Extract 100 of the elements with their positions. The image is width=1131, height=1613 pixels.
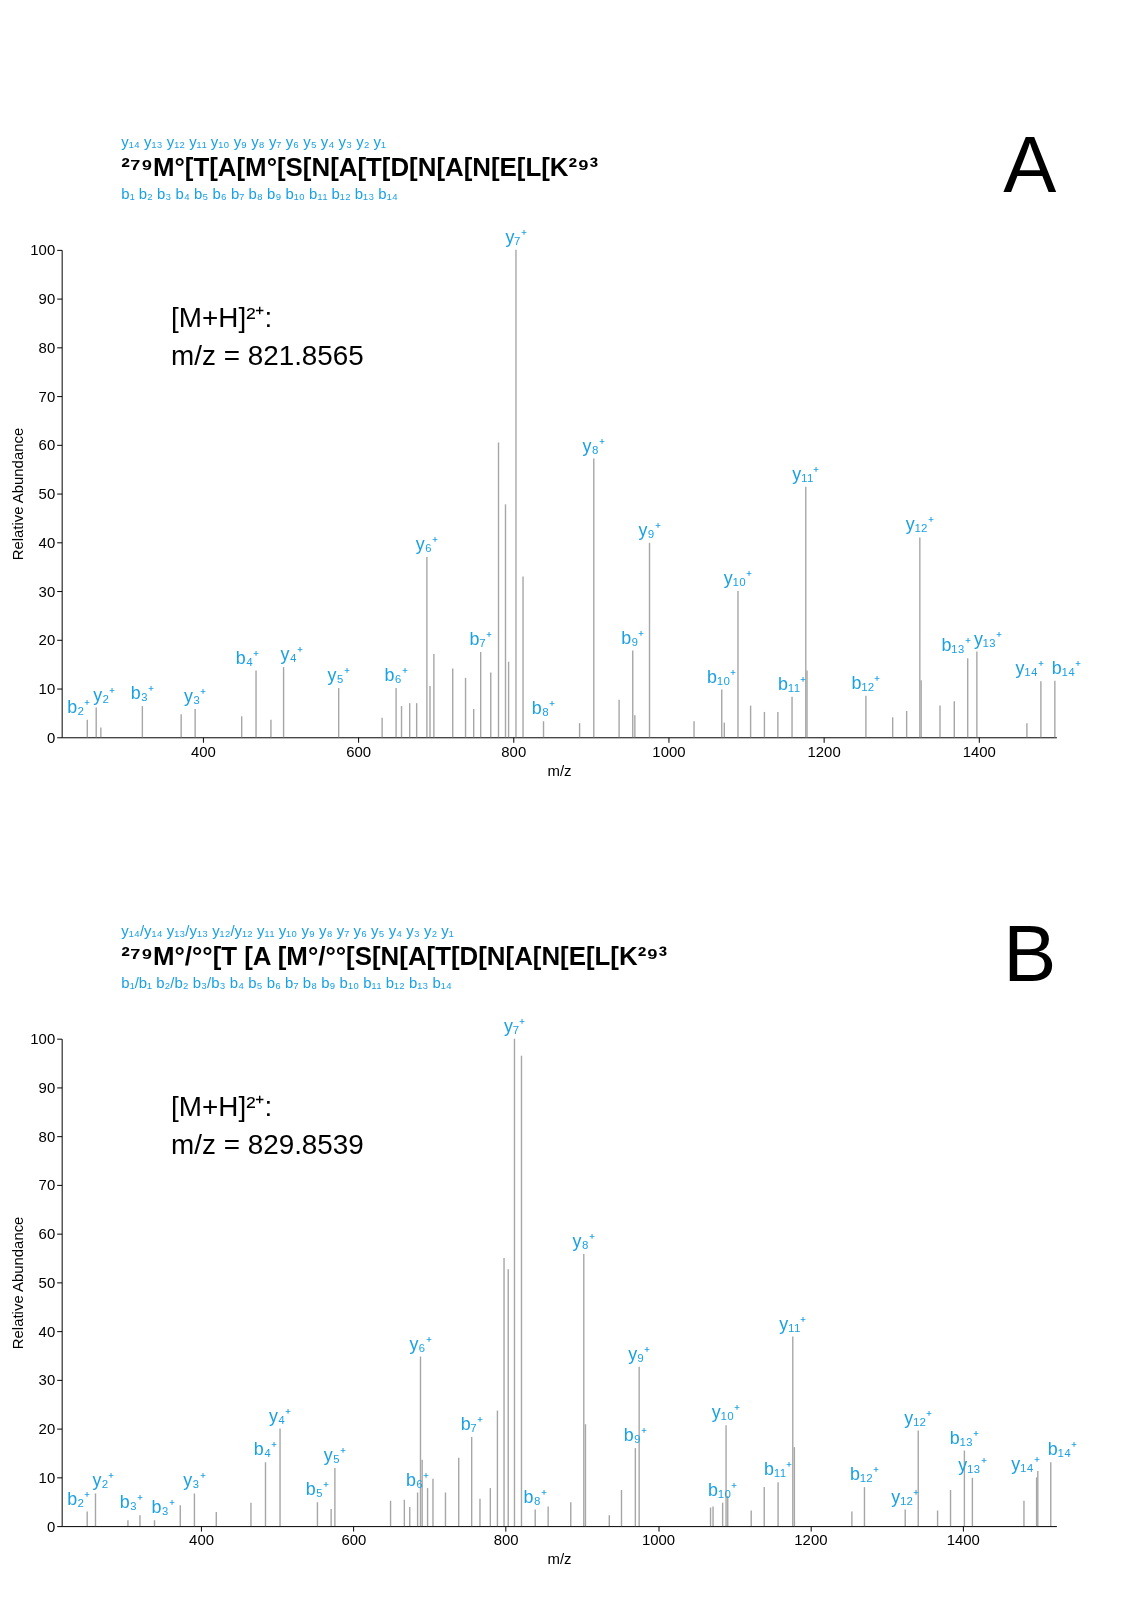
text: ²⁷⁹M°/°°[T [A [M°/°°[S[N[A[T[D[N[A[N[E[L[K²⁹³ — [121, 942, 668, 971]
annotation: b₅⁺ — [305, 1479, 330, 1500]
x-tick-label: 1200 — [794, 1531, 828, 1549]
annotation: [M+H]²⁺: — [171, 302, 273, 334]
y-axis-title: Relative Abundance — [9, 1216, 27, 1350]
annotation: y₂⁺ — [93, 684, 116, 705]
annotation: y₆⁺ — [415, 533, 438, 554]
y-tick-label: 70 — [38, 1176, 56, 1194]
text: y₁₄/y₁₄ y₁₃/y₁₃ y₁₂/y₁₂ y₁₁ y₁₀ y₉ y₈ y₇ y₆ y₅ y₄ y₃ y₂ y₁ — [121, 922, 454, 940]
annotation: b₁₁⁺ — [778, 673, 807, 694]
annotation: [M+H]²⁺: — [171, 1091, 273, 1123]
annotation: b₈⁺ — [523, 1486, 547, 1507]
y-tick-label: 80 — [38, 1127, 56, 1145]
x-axis-title: m/z — [547, 761, 572, 779]
y-tick-label: 40 — [38, 1322, 56, 1340]
x-tick-label: 800 — [501, 742, 527, 760]
y-tick-label: 10 — [38, 1468, 56, 1486]
annotation: b₄⁺ — [235, 647, 260, 668]
x-tick-label: 1200 — [807, 742, 841, 760]
annotation: y₆⁺ — [409, 1333, 432, 1354]
annotation: b₇⁺ — [460, 1413, 483, 1434]
chart-title: B — [1003, 908, 1057, 998]
annotation: y₉⁺ — [628, 1343, 651, 1364]
x-tick-label: 1000 — [652, 742, 686, 760]
annotation: b₂⁺ — [67, 696, 91, 717]
annotation: b₁₀⁺ — [707, 666, 737, 687]
annotation: y₁₂⁺ — [891, 1486, 920, 1507]
x-tick-label: 1400 — [946, 1531, 980, 1549]
annotation: b₂⁺ — [67, 1488, 91, 1509]
annotation: y₁₃⁺ — [973, 628, 1003, 649]
annotation: b₁₃⁺ — [941, 635, 971, 656]
y-tick-label: 20 — [38, 1420, 56, 1438]
annotation: y₁₄⁺ — [1015, 658, 1044, 679]
annotation: b₁₀⁺ — [707, 1479, 738, 1500]
annotation: y₅⁺ — [327, 665, 350, 686]
x-axis-title: m/z — [547, 1550, 572, 1568]
annotation: b₆⁺ — [384, 665, 408, 686]
annotation: y₄⁺ — [280, 644, 303, 665]
annotation: y₅⁺ — [323, 1445, 346, 1466]
annotation: y₇⁺ — [503, 1015, 526, 1036]
text: b₁/b₁ b₂/b₂ b₃/b₃ b₄ b₅ b₆ b₇ b₈ b₉ b₁₀ b₁₁ b₁₂ b₁₃ b₁₄ — [121, 973, 452, 991]
annotation: y₁₀⁺ — [723, 568, 753, 589]
annotation: b₇⁺ — [469, 629, 492, 650]
text: ²⁷⁹M°[T[A[M°[S[N[A[T[D[N[A[N[E[L[K²⁹³ — [121, 153, 599, 182]
annotation: b₆⁺ — [406, 1469, 430, 1490]
annotation: b₄⁺ — [253, 1439, 278, 1460]
annotation: y₁₁⁺ — [779, 1313, 807, 1334]
text: y₁₄ y₁₃ y₁₂ y₁₁ y₁₀ y₉ y₈ y₇ y₆ y₅ y₄ y₃ y₂ y₁ — [121, 133, 387, 151]
y-axis-title: Relative Abundance — [9, 427, 27, 561]
annotation: y₁₄⁺ — [1011, 1454, 1040, 1475]
annotation: y₃⁺ — [183, 1470, 206, 1491]
annotation: b₁₄⁺ — [1047, 1439, 1078, 1460]
annotation: b₁₂⁺ — [849, 1464, 879, 1485]
y-tick-label: 100 — [30, 1030, 56, 1048]
annotation: b₃⁺ — [151, 1497, 175, 1518]
annotation: y₄⁺ — [268, 1405, 292, 1426]
annotation: y₂⁺ — [92, 1470, 115, 1491]
x-tick-label: 1000 — [641, 1531, 676, 1549]
annotation: b₈⁺ — [531, 698, 556, 719]
x-tick-label: 600 — [341, 1531, 367, 1549]
x-tick-label: 400 — [189, 1531, 214, 1549]
annotation: b₉⁺ — [623, 1425, 647, 1446]
annotation: y₁₂⁺ — [905, 514, 934, 535]
annotation: m/z = 821.8565 — [171, 340, 364, 372]
x-tick-label: 800 — [493, 1531, 519, 1549]
y-tick-label: 20 — [38, 631, 56, 649]
y-tick-label: 60 — [38, 1225, 56, 1243]
annotation: b₁₁⁺ — [764, 1459, 793, 1480]
y-tick-label: 50 — [38, 485, 56, 503]
annotation: b₃⁺ — [119, 1492, 143, 1513]
x-tick-label: 600 — [346, 742, 372, 760]
annotation: b₉⁺ — [621, 627, 645, 648]
y-tick-label: 30 — [38, 1371, 56, 1389]
y-tick-label: 10 — [38, 680, 56, 698]
annotation: b₁₃⁺ — [949, 1427, 980, 1448]
y-tick-label: 100 — [30, 241, 56, 259]
x-tick-label: 1400 — [962, 742, 996, 760]
y-tick-label: 0 — [46, 1517, 56, 1535]
y-tick-label: 90 — [38, 290, 56, 308]
y-tick-label: 80 — [38, 338, 56, 356]
annotation: b₁₄⁺ — [1051, 657, 1082, 678]
annotation: y₁₁⁺ — [792, 463, 820, 484]
y-tick-label: 60 — [38, 436, 56, 454]
y-tick-label: 70 — [38, 387, 56, 405]
annotation: y₁₂⁺ — [904, 1407, 933, 1428]
y-tick-label: 30 — [38, 582, 56, 600]
annotation: b₁₂⁺ — [851, 672, 881, 693]
y-tick-label: 50 — [38, 1273, 56, 1291]
annotation: y₃⁺ — [184, 686, 207, 707]
annotation: y₁₃⁺ — [958, 1454, 987, 1475]
chart-title: A — [1003, 120, 1057, 210]
x-tick-label: 400 — [190, 742, 216, 760]
y-tick-label: 90 — [38, 1078, 56, 1096]
annotation: y₈⁺ — [582, 435, 605, 456]
y-tick-label: 0 — [46, 728, 56, 746]
annotation: b₃⁺ — [130, 683, 154, 704]
annotation: m/z = 829.8539 — [171, 1129, 364, 1161]
text: b₁ b₂ b₃ b₄ b₅ b₆ b₇ b₈ b₉ b₁₀ b₁₁ b₁₂ b₁₃ b₁₄ — [121, 185, 398, 203]
annotation: y₇⁺ — [505, 226, 527, 247]
annotation: y₉⁺ — [638, 519, 661, 540]
